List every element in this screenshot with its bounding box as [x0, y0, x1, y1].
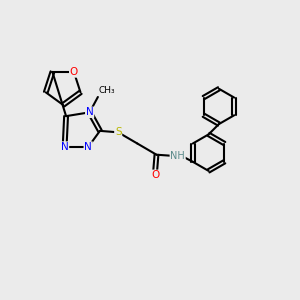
Text: O: O: [151, 170, 159, 180]
Text: NH: NH: [170, 151, 185, 161]
Text: N: N: [61, 142, 68, 152]
Text: N: N: [84, 142, 92, 152]
Text: N: N: [86, 107, 94, 117]
Text: CH₃: CH₃: [98, 85, 115, 94]
Text: O: O: [70, 67, 78, 77]
Text: S: S: [115, 127, 122, 137]
